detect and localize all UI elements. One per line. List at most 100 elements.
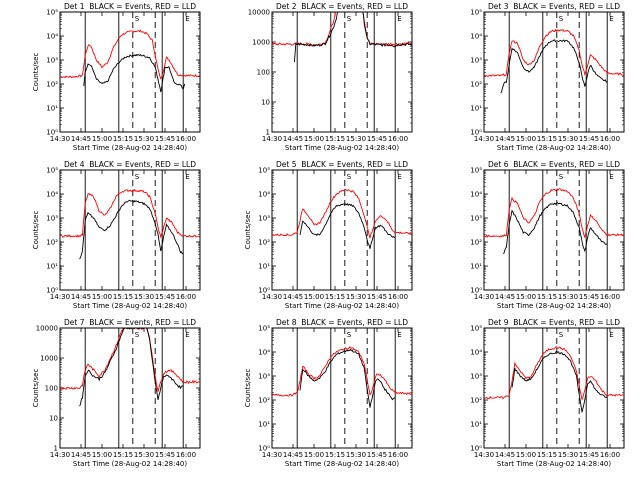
y-tick-label: 10² [46,239,58,247]
x-tick-label: 15:30 [346,135,366,143]
x-tick-label: 14:45 [495,135,515,143]
y-tick-label: 10² [470,239,482,247]
x-tick-label: 14:30 [262,293,282,301]
y-axis-label: Counts/sec [32,53,40,92]
events-series-line [293,12,412,63]
y-tick-label: 10² [470,81,482,89]
chart-panel-1: Det 1 BLACK = Events, RED = LLD 10⁰ 10¹ 10²… [32,2,201,152]
marker-e: E [397,15,401,23]
x-tick-label: 15:30 [346,451,366,459]
x-tick-label: 15:30 [134,451,154,459]
chart-title: Det 8 BLACK = Events, RED = LLD [276,318,408,327]
x-tick-label: 14:45 [495,451,515,459]
x-tick-label: 15:00 [92,293,112,301]
y-tick-label: 10³ [470,57,482,65]
y-tick-label: 10³ [46,57,58,65]
x-tick-label: 15:30 [558,135,578,143]
y-tick-label: 10⁴ [470,33,482,41]
x-tick-label: 15:45 [155,135,175,143]
y-tick-label: 10² [46,81,58,89]
x-axis-label: Start Time (28-Aug-02 14:28:40) [285,302,399,310]
x-axis-label: Start Time (28-Aug-02 14:28:40) [73,460,187,468]
y-axis-label: Counts/sec [32,211,40,250]
x-tick-label: 15:15 [325,135,345,143]
x-tick-label: 15:15 [325,451,345,459]
x-tick-label: 15:45 [155,451,175,459]
x-axis-label: Start Time (28-Aug-02 14:28:40) [285,460,399,468]
chart-title: Det 4 BLACK = Events, RED = LLD [64,160,196,169]
y-tick-label: 10⁴ [46,191,58,199]
chart-panel-5: Det 5 BLACK = Events, RED = LLD 10⁰ 10¹ 10²… [244,160,413,310]
lld-series-line [484,346,624,401]
lld-series-line [272,12,412,47]
y-tick-label: 10⁰ [470,445,482,453]
y-tick-label: 10⁵ [46,9,58,17]
x-axis-label: Start Time (28-Aug-02 14:28:40) [285,144,399,152]
x-tick-label: 14:30 [50,451,70,459]
x-tick-label: 15:15 [537,451,557,459]
y-tick-label: 10² [258,239,270,247]
marker-s: S [559,15,564,23]
y-tick-label: 10² [470,397,482,405]
y-tick-label: 10³ [470,215,482,223]
x-tick-label: 14:30 [474,451,494,459]
x-tick-label: 15:45 [579,135,599,143]
x-tick-label: 16:00 [600,135,620,143]
lld-series-line [484,188,624,239]
y-axis-label: Counts/sec [244,211,252,250]
marker-s: S [135,331,140,339]
y-tick-label: 100 [257,69,270,77]
y-axis-label: Counts/sec [244,369,252,408]
lld-series-line [60,188,200,239]
x-tick-label: 15:45 [155,293,175,301]
events-series-line [79,199,184,260]
x-tick-label: 15:00 [516,293,536,301]
lld-series-line [272,189,412,239]
x-tick-label: 15:45 [579,451,599,459]
x-tick-label: 15:45 [367,135,387,143]
x-axis-label: Start Time (28-Aug-02 14:28:40) [497,302,611,310]
x-tick-label: 15:30 [134,135,154,143]
events-series-line [83,53,186,93]
y-tick-label: 10⁰ [258,445,270,453]
y-tick-label: 10⁵ [470,325,482,333]
x-tick-label: 16:00 [600,451,620,459]
y-tick-label: 10¹ [46,105,58,113]
marker-e: E [609,331,613,339]
marker-s: S [347,331,352,339]
marker-s: S [347,15,352,23]
plot-frame [271,11,413,133]
y-tick-label: 10³ [470,373,482,381]
y-tick-label: 10⁵ [258,167,270,175]
x-tick-label: 14:45 [495,293,515,301]
y-tick-label: 10³ [46,215,58,223]
x-tick-label: 15:15 [537,293,557,301]
y-tick-label: 10⁵ [470,9,482,17]
marker-e: E [185,15,189,23]
x-tick-label: 16:00 [388,293,408,301]
marker-e: E [397,173,401,181]
marker-s: S [135,173,140,181]
y-tick-label: 10⁵ [258,325,270,333]
x-tick-label: 14:30 [262,451,282,459]
x-tick-label: 16:00 [388,135,408,143]
lld-series-line [60,29,200,80]
x-tick-label: 14:45 [283,135,303,143]
x-tick-label: 16:00 [388,451,408,459]
chart-panel-4: Det 4 BLACK = Events, RED = LLD 10⁰ 10¹ 10²… [32,160,201,310]
chart-title: Det 7 BLACK = Events, RED = LLD [64,318,196,327]
chart-title: Det 1 BLACK = Events, RED = LLD [64,2,196,11]
chart-title: Det 6 BLACK = Events, RED = LLD [488,160,620,169]
y-tick-label: 10 [49,415,58,423]
y-tick-label: 100 [45,385,58,393]
lld-series-line [272,346,412,397]
marker-e: E [397,331,401,339]
chart-title: Det 9 BLACK = Events, RED = LLD [488,318,620,327]
events-series-line [503,202,608,255]
marker-e: E [185,331,189,339]
y-tick-label: 10⁰ [258,287,270,295]
x-tick-label: 14:30 [50,293,70,301]
x-tick-label: 15:30 [558,451,578,459]
y-axis-label: Counts/sec [32,369,40,408]
